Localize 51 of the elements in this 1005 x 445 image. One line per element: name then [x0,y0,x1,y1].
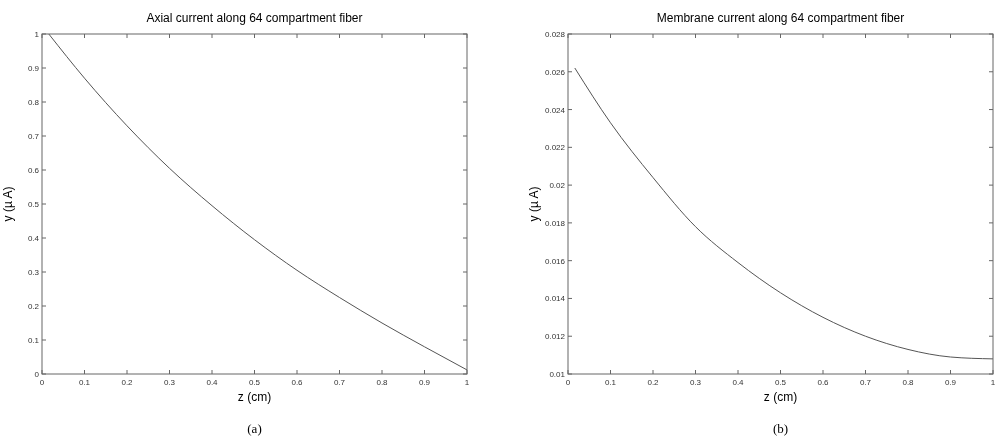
y-tick-label: 0.026 [544,67,566,77]
x-tick-label: 1 [464,378,470,387]
y-tick-label: 0.8 [27,98,40,107]
y-tick-label: 0.028 [544,30,566,39]
y-tick-label: 0 [34,370,40,379]
line-series [48,33,468,371]
x-tick-label: 0.3 [163,378,176,387]
y-axis-title: y (µ A) [1,186,15,222]
text: (a) [247,421,262,436]
x-tick-label: 0.5 [774,378,787,387]
y-tick-label: 0.016 [544,256,566,266]
y-axis-title: y (µ A) [527,186,541,222]
chart-title: Axial current along 64 compartment fiber [146,11,363,25]
y-tick-label: 0.012 [544,332,566,342]
x-tick-label: 0.6 [291,378,304,387]
y-tick-label: 0.5 [27,200,40,209]
chart-title: Membrane current along 64 compartment fiber [656,11,905,25]
y-tick-label: 0.018 [544,218,566,228]
y-tick-label: 0.014 [544,294,566,304]
x-tick-label: 0.2 [121,378,134,387]
x-axis-title: z (cm) [763,390,798,404]
x-tick-label: 0.8 [902,378,915,387]
x-tick-label: 0.4 [206,378,219,387]
y-tick-label: 1 [34,30,40,39]
x-tick-label: 0.5 [248,378,261,387]
x-tick-label: 0.1 [604,378,617,387]
y-tick-label: 0.3 [27,268,40,277]
line-series [574,67,994,360]
x-tick-label: 0.9 [944,378,957,387]
x-tick-label: 0.2 [647,378,660,387]
y-tick-label: 0.01 [549,370,566,379]
y-tick-label: 0.022 [544,143,566,153]
y-tick-label: 0.2 [27,302,40,311]
y-tick-label: 0.02 [549,181,566,191]
x-tick-label: 1 [990,378,996,387]
x-tick-label: 0.4 [732,378,745,387]
y-tick-label: 0.1 [27,336,40,345]
x-tick-label: 0.6 [817,378,830,387]
x-axis-title: z (cm) [237,390,272,404]
x-tick-label: 0.7 [859,378,872,387]
text: (b) [772,421,789,436]
x-tick-label: 0.3 [689,378,702,387]
y-tick-label: 0.9 [27,64,40,73]
y-tick-label: 0.7 [27,132,40,141]
y-tick-label: 0.6 [27,166,40,175]
y-tick-label: 0.024 [544,105,566,115]
x-tick-label: 0.8 [376,378,389,387]
x-tick-label: 0.7 [333,378,346,387]
x-tick-label: 0.1 [78,378,91,387]
y-tick-label: 0.4 [27,234,40,243]
x-tick-label: 0.9 [418,378,431,387]
